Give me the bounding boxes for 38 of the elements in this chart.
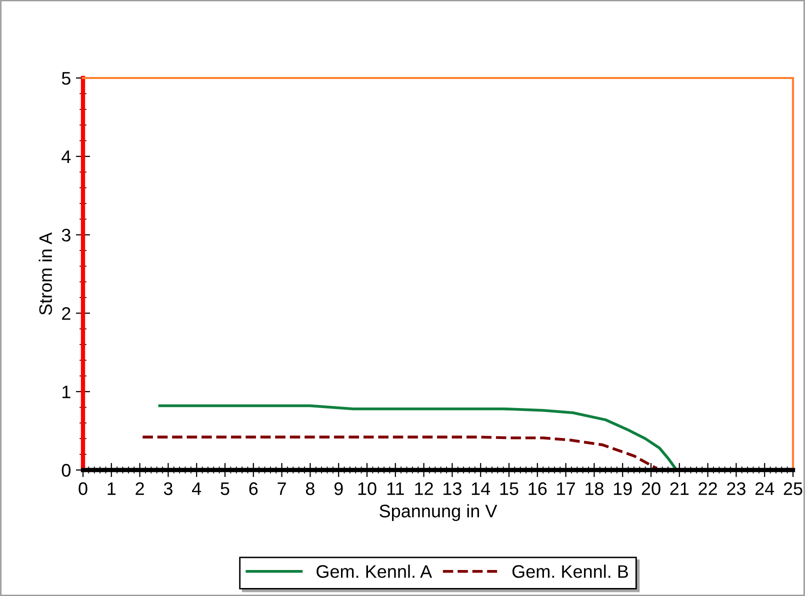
x-tick-label: 21 [670,482,689,495]
x-tick-label: 12 [415,482,433,495]
x-tick-label: 16 [528,482,547,496]
x-tick-label: 24 [755,482,774,495]
y-tick-label: 5 [62,72,70,85]
x-tick-label: 23 [727,482,746,496]
y-tick-label: 1 [62,386,70,398]
y-axis-title: Strom in A [38,232,52,315]
x-tick-label: 17 [557,482,575,495]
x-tick-label: 0 [78,482,88,496]
x-tick-label: 8 [306,482,314,496]
y-tick-label: 4 [62,150,71,163]
x-tick-label: 3 [164,482,172,496]
x-tick-label: 6 [249,482,258,496]
legend-label: Gem. Kennl. A [316,564,432,578]
y-tick-label: 3 [62,228,70,242]
x-tick-label: 18 [586,482,604,496]
x-tick-label: 13 [444,482,462,496]
x-tick-label: 4 [192,482,202,495]
x-axis-title: Spannung in V [380,504,498,522]
x-tick-label: 1 [108,482,116,495]
x-tick-label: 22 [698,482,717,495]
x-tick-label: 11 [387,482,404,495]
x-tick-label: 20 [642,482,660,496]
x-tick-label: 15 [500,482,518,496]
x-tick-label: 19 [614,482,632,496]
x-tick-label: 7 [278,482,286,495]
x-tick-label: 5 [220,482,230,496]
line-series [158,404,678,470]
x-tick-label: 14 [472,482,490,495]
y-tick-label: 2 [62,307,70,320]
x-tick-label: 10 [358,482,376,496]
y-tick-label: 0 [62,464,70,477]
x-tick-label: 2 [136,482,144,495]
x-tick-label: 9 [334,482,343,496]
line-series [141,436,658,470]
legend-label: Gem. Kennl. B [512,564,628,578]
x-tick-label: 25 [784,482,802,496]
